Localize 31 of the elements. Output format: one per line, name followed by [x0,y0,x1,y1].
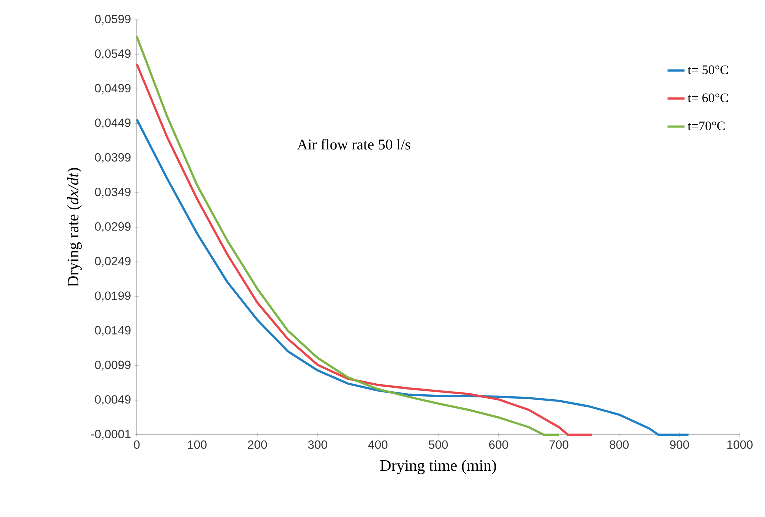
legend-label: t=70°C [688,122,725,130]
y-tick-label: 0,0399 [95,153,131,164]
y-tick-label: -0,0001 [91,430,131,440]
x-tick-label: 500 [429,440,448,450]
x-tick-label: 400 [368,440,388,450]
y-tick-label: 0,0199 [95,292,131,302]
y-axis-title: Drying rate (dx/dt) [67,168,82,287]
x-tick-label: 0 [134,440,140,450]
legend-label: t= 60°C [688,94,728,102]
x-tick-label: 800 [610,440,629,450]
x-tick-label: 700 [550,440,569,450]
x-tick-label: 300 [308,440,328,450]
y-tick-label: 0,0549 [95,50,131,60]
y-tick-label: 0,0499 [95,84,131,94]
x-tick-label: 100 [188,440,207,450]
y-tick-label: 0,0249 [95,257,131,268]
y-tick-label: 0,0299 [95,222,131,232]
y-tick-label: 0,0599 [95,15,131,25]
x-tick-label: 200 [248,440,268,450]
annotation: Air flow rate 50 l/s [297,139,410,150]
x-tick-label: 900 [670,440,690,450]
x-tick-label: 1000 [728,440,753,450]
y-tick-label: 0,0449 [95,118,131,129]
legend-label: t= 50°C [688,66,728,74]
y-tick-label: 0,0099 [95,360,131,371]
x-axis-title: Drying time (min) [380,460,496,474]
y-tick-label: 0,0349 [95,188,131,198]
y-tick-label: 0,0049 [95,395,131,406]
x-tick-label: 600 [489,440,508,450]
y-tick-label: 0,0149 [95,326,131,336]
line-series [136,118,690,436]
